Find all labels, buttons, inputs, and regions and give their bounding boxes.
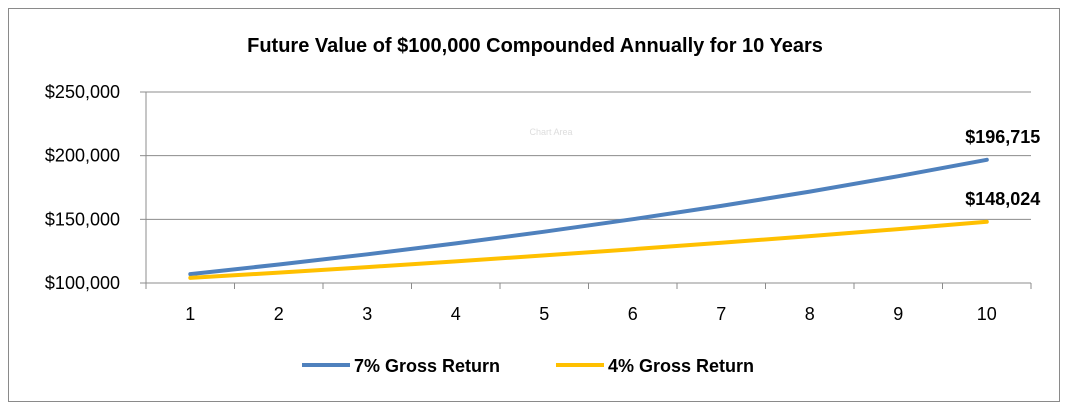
y-axis-tick-labels: $100,000 $150,000 $200,000 $250,000 bbox=[45, 82, 120, 293]
x-tick-label: 10 bbox=[977, 304, 997, 324]
legend: 7% Gross Return 4% Gross Return bbox=[302, 356, 754, 376]
series-line-2 bbox=[188, 219, 989, 280]
series-lines bbox=[188, 157, 989, 280]
x-tick-label: 2 bbox=[274, 304, 284, 324]
x-tick-label: 5 bbox=[539, 304, 549, 324]
axes bbox=[140, 91, 1032, 289]
x-tick-label: 7 bbox=[716, 304, 726, 324]
y-tick-label: $150,000 bbox=[45, 209, 120, 229]
x-tick-label: 9 bbox=[893, 304, 903, 324]
x-tick-label: 8 bbox=[805, 304, 815, 324]
y-tick-label: $200,000 bbox=[45, 146, 120, 166]
x-axis-tick-labels: 1 2 3 4 5 6 7 8 9 10 bbox=[185, 304, 997, 324]
x-tick-label: 4 bbox=[451, 304, 461, 324]
x-tick-label: 1 bbox=[185, 304, 195, 324]
x-tick-label: 3 bbox=[362, 304, 372, 324]
chart-title: Future Value of $100,000 Compounded Annu… bbox=[247, 35, 823, 57]
legend-label-1: 7% Gross Return bbox=[354, 356, 500, 376]
series-line-1 bbox=[188, 157, 989, 277]
chart-frame bbox=[8, 8, 1060, 402]
gridlines bbox=[146, 91, 1031, 220]
data-label: $148,024 bbox=[965, 189, 1040, 209]
data-label: $196,715 bbox=[965, 127, 1040, 147]
legend-label-2: 4% Gross Return bbox=[608, 356, 754, 376]
y-tick-label: $100,000 bbox=[45, 273, 120, 293]
y-tick-label: $250,000 bbox=[45, 82, 120, 102]
chart-area-watermark: Chart Area bbox=[529, 127, 572, 137]
data-labels: $196,715 $148,024 bbox=[965, 127, 1040, 209]
x-tick-label: 6 bbox=[628, 304, 638, 324]
